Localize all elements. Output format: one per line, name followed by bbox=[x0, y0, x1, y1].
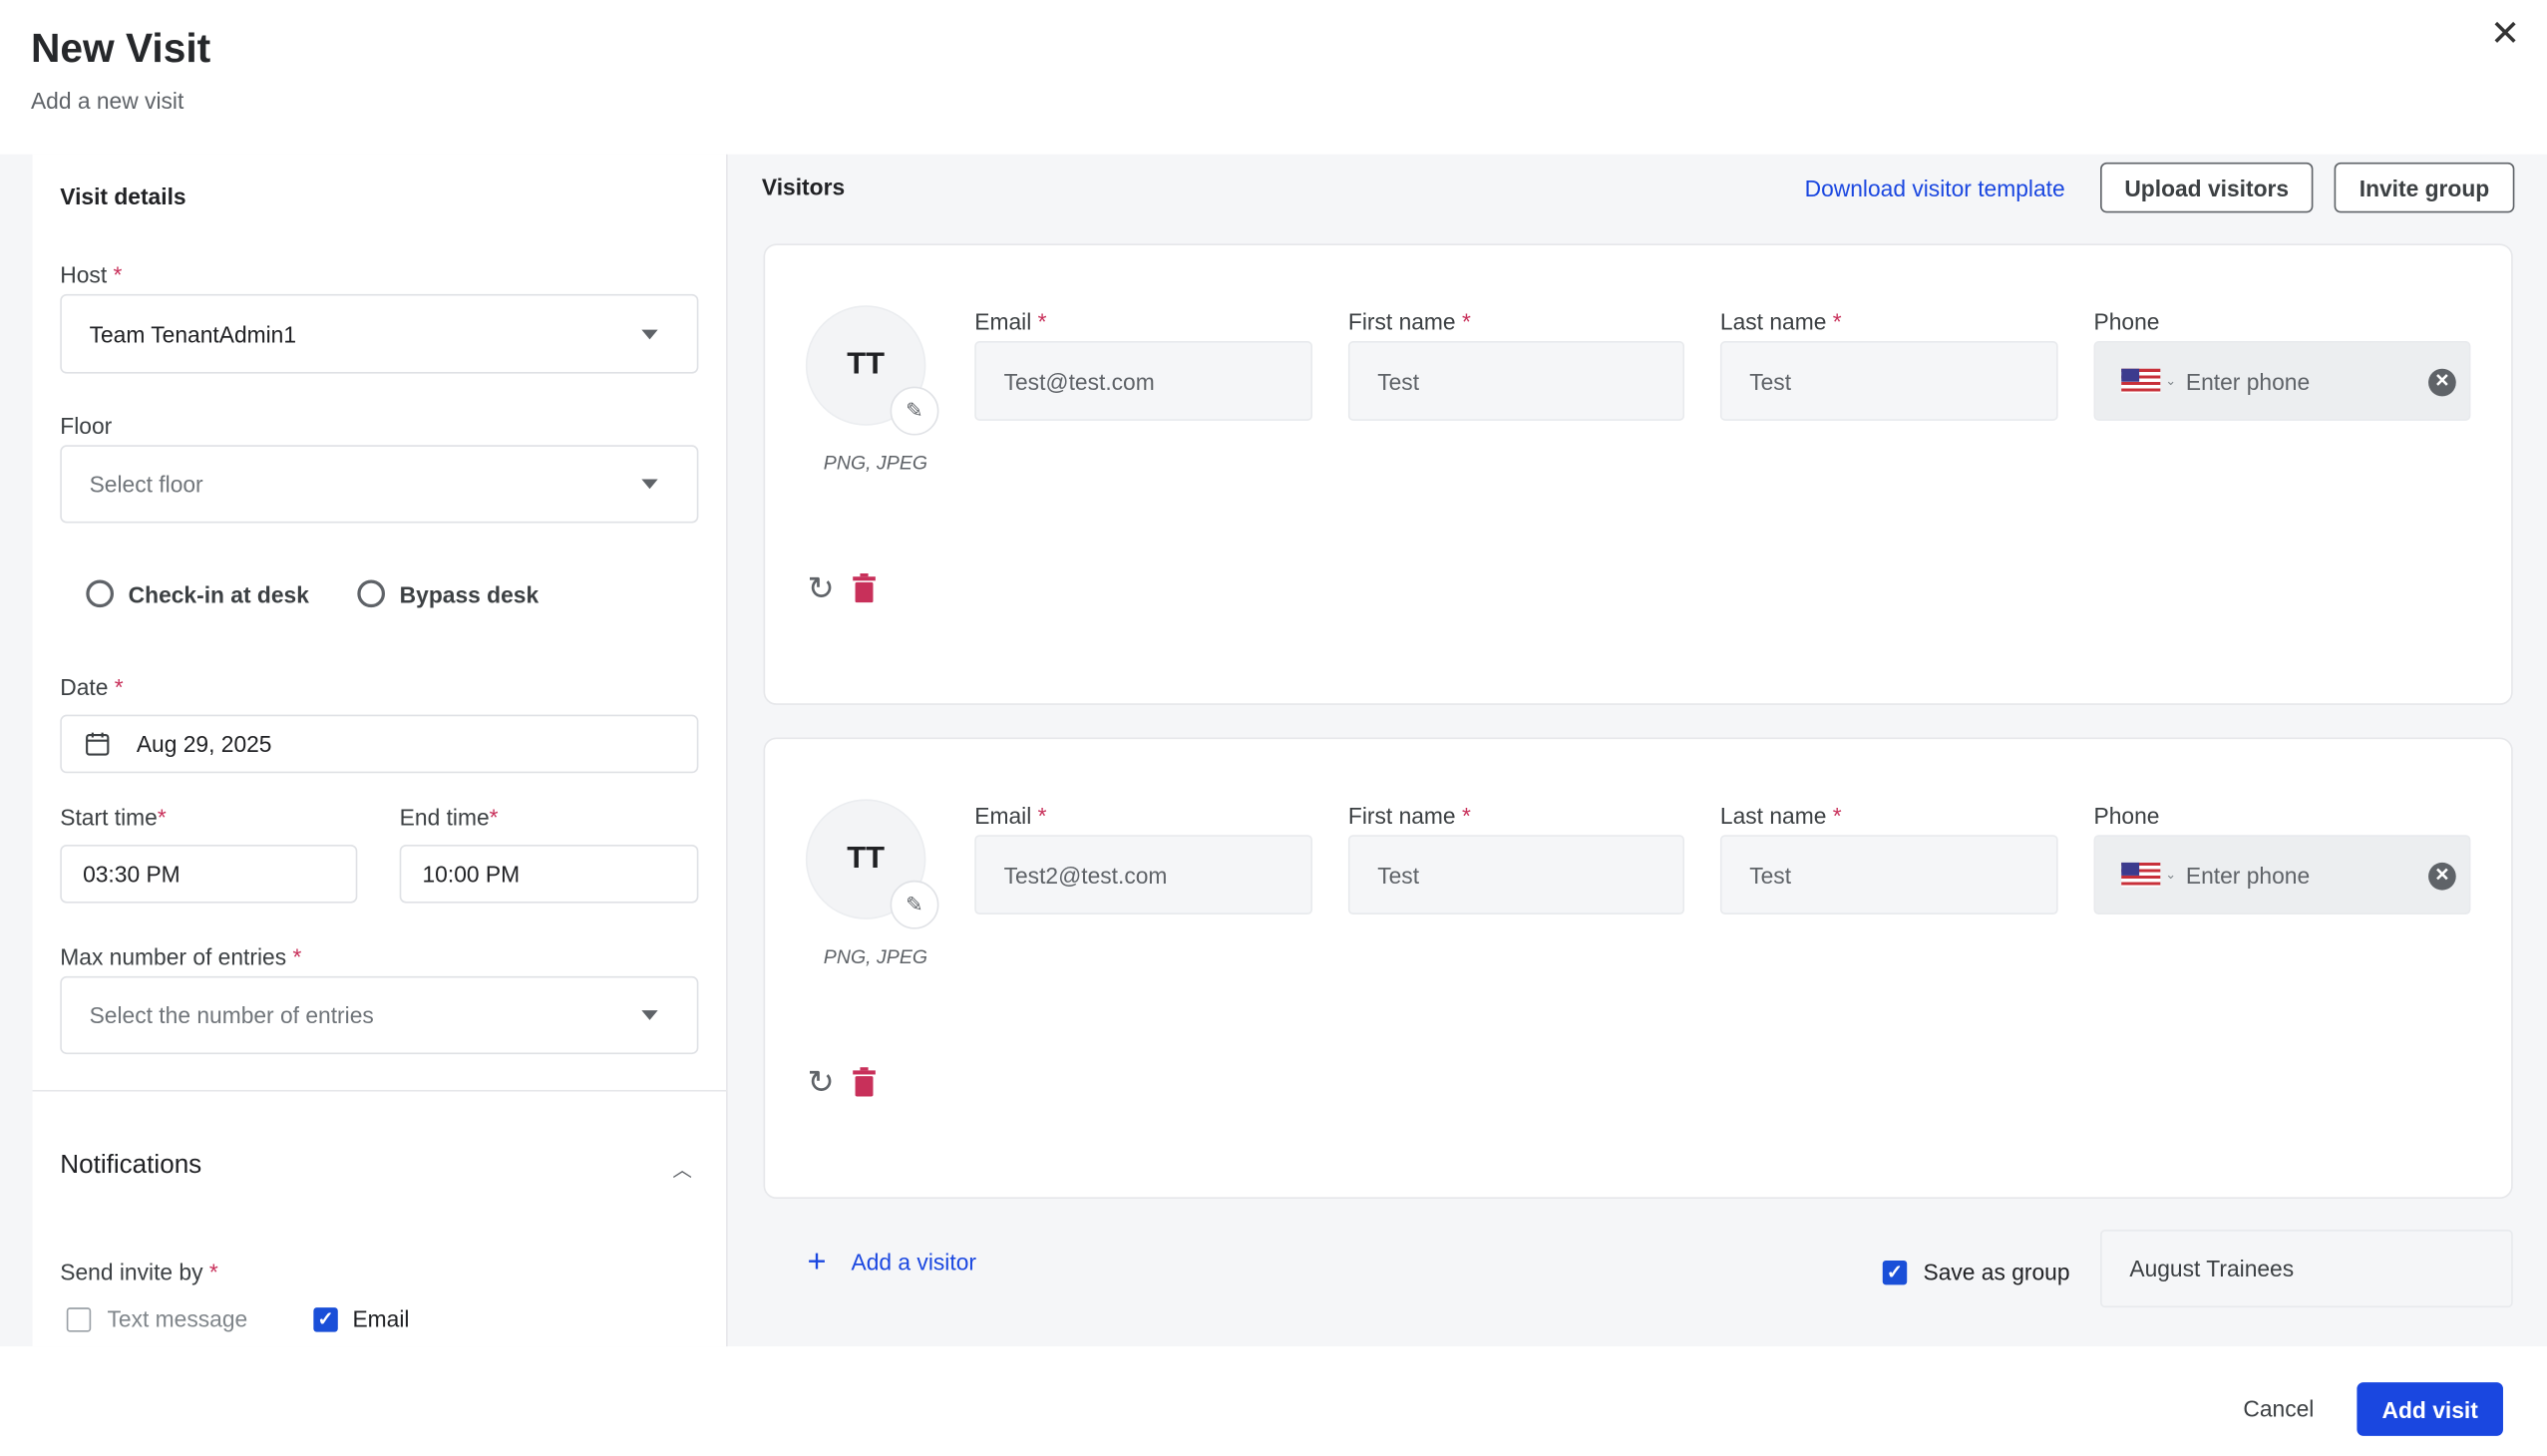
save-as-group-checkbox[interactable]: ✓ bbox=[1882, 1260, 1908, 1285]
chevron-down-icon[interactable]: ⌄ bbox=[2165, 373, 2177, 389]
date-input[interactable]: Aug 29, 2025 bbox=[60, 714, 699, 774]
chevron-down-icon bbox=[641, 328, 658, 339]
text-message-checkbox[interactable] bbox=[66, 1307, 92, 1332]
footer bbox=[0, 1346, 2547, 1456]
first_name-input[interactable]: Test bbox=[1347, 835, 1685, 915]
close-icon[interactable]: ✕ bbox=[2489, 13, 2520, 54]
us-flag-icon[interactable] bbox=[2121, 368, 2161, 394]
email-checkbox[interactable]: ✓ bbox=[313, 1307, 338, 1332]
email-input[interactable]: Test@test.com bbox=[974, 341, 1313, 421]
send-invite-label: Send invite by * bbox=[60, 1259, 218, 1285]
start-time-label: Start time* bbox=[60, 804, 167, 831]
date-label: Date * bbox=[60, 673, 124, 701]
date-value: Aug 29, 2025 bbox=[136, 730, 272, 758]
invite-group-button[interactable]: Invite group bbox=[2334, 162, 2515, 213]
page-subtitle: Add a new visit bbox=[30, 87, 184, 115]
first_name-label: First name * bbox=[1347, 802, 1471, 829]
first_name-value: Test bbox=[1377, 862, 1420, 889]
bypass-desk-label: Bypass desk bbox=[399, 581, 540, 608]
last_name-value: Test bbox=[1749, 367, 1792, 394]
host-label: Host * bbox=[60, 261, 123, 288]
reset-icon[interactable]: ↻ bbox=[807, 1065, 835, 1102]
email-label: Email * bbox=[974, 802, 1047, 829]
end-time-label: End time* bbox=[399, 804, 499, 831]
first_name-input[interactable]: Test bbox=[1347, 341, 1685, 421]
last_name-input[interactable]: Test bbox=[1719, 835, 2058, 915]
phone-input[interactable]: ⌄ Enter phone ✕ bbox=[2093, 341, 2471, 421]
text-message-label: Text message bbox=[107, 1305, 248, 1332]
email-label: Email * bbox=[974, 308, 1047, 335]
floor-label: Floor bbox=[60, 412, 113, 439]
avatar-initials: TT bbox=[847, 841, 886, 876]
trash-icon[interactable] bbox=[853, 572, 876, 603]
end-time-value: 10:00 PM bbox=[422, 861, 521, 888]
start-time-input[interactable]: 03:30 PM bbox=[60, 844, 358, 904]
clear-icon[interactable]: ✕ bbox=[2428, 862, 2456, 891]
checkin-at-desk-radio[interactable] bbox=[86, 579, 115, 608]
avatar-initials: TT bbox=[847, 347, 886, 382]
cancel-button[interactable]: Cancel bbox=[2243, 1395, 2315, 1422]
floor-placeholder: Select floor bbox=[89, 471, 203, 498]
photo-formats: PNG, JPEG bbox=[823, 944, 928, 968]
us-flag-icon[interactable] bbox=[2121, 862, 2161, 888]
host-select[interactable]: Team TenantAdmin1 bbox=[60, 293, 699, 374]
first_name-label: First name * bbox=[1347, 308, 1471, 335]
start-time-value: 03:30 PM bbox=[83, 861, 181, 888]
email-label: Email bbox=[352, 1305, 410, 1332]
email-value: Test@test.com bbox=[1003, 367, 1155, 394]
group-name-input[interactable]: August Trainees bbox=[2100, 1230, 2513, 1308]
trash-icon[interactable] bbox=[853, 1067, 876, 1097]
edit-photo-button[interactable]: ✎ bbox=[890, 880, 939, 929]
phone-input[interactable]: ⌄ Enter phone ✕ bbox=[2093, 835, 2471, 915]
notifications-heading: Notifications bbox=[60, 1151, 202, 1180]
photo-formats: PNG, JPEG bbox=[823, 451, 928, 475]
max-entries-select[interactable]: Select the number of entries bbox=[60, 975, 699, 1055]
chevron-down-icon bbox=[641, 479, 658, 490]
add-visit-button[interactable]: Add visit bbox=[2357, 1382, 2503, 1436]
last_name-label: Last name * bbox=[1719, 308, 1842, 335]
download-template-link[interactable]: Download visitor template bbox=[1804, 175, 2065, 201]
group-name-value: August Trainees bbox=[2129, 1256, 2295, 1282]
last_name-label: Last name * bbox=[1719, 802, 1842, 829]
upload-visitors-button[interactable]: Upload visitors bbox=[2100, 162, 2314, 213]
page-title: New Visit bbox=[30, 26, 211, 72]
calendar-icon bbox=[86, 732, 110, 756]
last_name-input[interactable]: Test bbox=[1719, 341, 2058, 421]
checkin-at-desk-label: Check-in at desk bbox=[128, 581, 309, 608]
bypass-desk-radio[interactable] bbox=[357, 579, 386, 608]
host-value: Team TenantAdmin1 bbox=[89, 320, 297, 347]
chevron-up-icon[interactable]: ︿ bbox=[672, 1158, 692, 1182]
last_name-value: Test bbox=[1749, 862, 1792, 889]
edit-photo-button[interactable]: ✎ bbox=[890, 386, 939, 436]
visit-details-heading: Visit details bbox=[60, 183, 186, 210]
save-as-group-label: Save as group bbox=[1923, 1259, 2070, 1285]
reset-icon[interactable]: ↻ bbox=[807, 571, 835, 608]
pencil-icon: ✎ bbox=[906, 398, 923, 423]
phone-placeholder: Enter phone bbox=[2185, 367, 2311, 394]
email-value: Test2@test.com bbox=[1003, 862, 1168, 889]
phone-placeholder: Enter phone bbox=[2185, 862, 2311, 889]
visitor-card bbox=[763, 243, 2513, 705]
add-visitor-link[interactable]: Add a visitor bbox=[851, 1249, 976, 1275]
divider bbox=[32, 1089, 727, 1092]
visitor-card bbox=[763, 737, 2513, 1200]
floor-select[interactable]: Select floor bbox=[60, 445, 699, 524]
phone-label: Phone bbox=[2093, 308, 2160, 335]
max-entries-label: Max number of entries * bbox=[60, 943, 302, 970]
phone-label: Phone bbox=[2093, 802, 2160, 829]
pencil-icon: ✎ bbox=[906, 892, 923, 916]
chevron-down-icon[interactable]: ⌄ bbox=[2165, 867, 2177, 883]
end-time-input[interactable]: 10:00 PM bbox=[399, 844, 699, 904]
chevron-down-icon bbox=[641, 1010, 658, 1020]
max-entries-placeholder: Select the number of entries bbox=[89, 1001, 374, 1029]
first_name-value: Test bbox=[1377, 367, 1420, 394]
email-input[interactable]: Test2@test.com bbox=[974, 835, 1313, 915]
clear-icon[interactable]: ✕ bbox=[2428, 368, 2456, 397]
plus-icon[interactable]: + bbox=[807, 1244, 827, 1280]
visitors-heading: Visitors bbox=[761, 174, 846, 200]
